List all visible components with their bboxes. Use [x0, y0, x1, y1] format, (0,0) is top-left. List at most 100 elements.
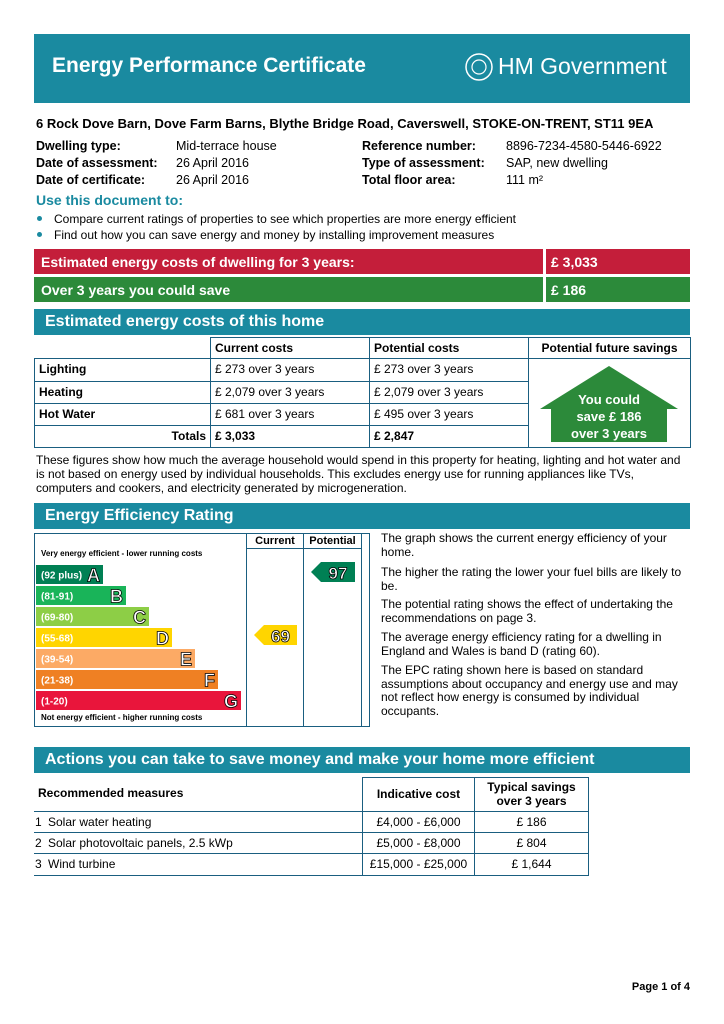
- band-range: (81-91): [41, 592, 73, 603]
- top-label: Very energy efficient - lower running co…: [41, 549, 203, 558]
- bottom-label: Not energy efficient - higher running co…: [41, 713, 203, 722]
- band-letter: A: [87, 566, 100, 586]
- band-range: (21-38): [41, 676, 73, 687]
- detail-value: Mid-terrace house: [176, 139, 277, 153]
- detail-value: 26 April 2016: [176, 156, 249, 170]
- rating-text: The EPC rating shown here is based on st…: [381, 663, 678, 718]
- cost-label: Estimated energy costs of dwelling for 3…: [41, 254, 355, 270]
- table-cell: £5,000 - £8,000: [362, 832, 475, 854]
- table-cell: £ 273 over 3 years: [369, 358, 529, 382]
- cost-value: £ 3,033: [551, 254, 598, 270]
- measure: Solar water heating: [48, 815, 152, 829]
- savings-arrow: You could save £ 186 over 3 years: [540, 366, 678, 442]
- rating-value: 69: [271, 627, 290, 646]
- detail-value: SAP, new dwelling: [506, 156, 608, 170]
- band-range: (69-80): [41, 613, 73, 624]
- table-cell: Typical savings over 3 years: [474, 777, 589, 812]
- row-number: 3: [35, 857, 42, 871]
- table-cell: £4,000 - £6,000: [362, 811, 475, 833]
- detail-label: Date of certificate:: [36, 173, 146, 187]
- cost-value: £ 186: [551, 282, 587, 298]
- logo: HM Government: [498, 53, 667, 79]
- rating-arrow: [254, 625, 297, 645]
- note: These figures show how much the average …: [36, 453, 681, 495]
- band-letter: G: [224, 692, 238, 712]
- detail-label: Reference number:: [362, 139, 476, 153]
- section-header: Energy Efficiency Rating: [34, 503, 690, 529]
- table-cell: £ 2,079 over 3 years: [369, 381, 529, 404]
- band: [36, 628, 172, 647]
- crest: [465, 53, 493, 81]
- bullet-dot: [37, 232, 42, 237]
- column-line: [303, 533, 304, 727]
- table-cell: Potential costs: [369, 337, 529, 359]
- table-cell: £ 1,644: [474, 853, 589, 876]
- detail-label: Type of assessment:: [362, 156, 485, 170]
- table-cell: Potential future savings: [528, 337, 691, 359]
- arrow-shape: [540, 366, 678, 442]
- address: 6 Rock Dove Barn, Dove Farm Barns, Blyth…: [36, 116, 654, 131]
- measure: Wind turbine: [48, 857, 116, 871]
- band-letter: E: [180, 650, 192, 670]
- column-line: [246, 533, 247, 727]
- band-range: (55-68): [41, 634, 73, 645]
- rating-value: 97: [329, 564, 348, 583]
- savings-text: You could: [578, 392, 640, 407]
- detail-label: Total floor area:: [362, 173, 456, 187]
- column-header: Current: [255, 535, 295, 547]
- table-cell: £ 495 over 3 years: [369, 403, 529, 426]
- rating-text: The average energy efficiency rating for…: [381, 630, 662, 658]
- rating-graphic: (92 plus) A (81-91) B (69-80) C (55-68) D (39-54…: [36, 562, 355, 712]
- band: [36, 565, 103, 584]
- cost-bar: [34, 277, 690, 302]
- footer: Page 1 of 4: [631, 981, 690, 993]
- cost-divider: [543, 277, 546, 302]
- rating-text: The potential rating shows the effect of…: [381, 597, 673, 625]
- band: [36, 607, 149, 626]
- band-range: (39-54): [41, 655, 73, 666]
- table-cell: £ 2,847: [369, 425, 529, 448]
- detail-value: 8896-7234-4580-5446-6922: [506, 139, 662, 153]
- band: [36, 649, 195, 668]
- band-letter: C: [133, 608, 146, 628]
- column-header: Potential: [309, 535, 356, 547]
- band-range: (1-20): [41, 697, 68, 708]
- header-line: [246, 548, 361, 549]
- row-number: 2: [35, 836, 42, 850]
- rating-text: The higher the rating the lower your fue…: [381, 565, 682, 593]
- chart-box: [34, 533, 370, 727]
- section-header: Actions you can take to save money and m…: [34, 747, 690, 773]
- table-cell: £ 804: [474, 832, 589, 854]
- table-cell: Indicative cost: [362, 777, 475, 812]
- column-line: [361, 533, 362, 727]
- row-number: 1: [35, 815, 42, 829]
- cost-label: Over 3 years you could save: [41, 282, 231, 298]
- cost-bar: [34, 249, 690, 274]
- use-heading: Use this document to:: [36, 192, 184, 208]
- band: [36, 691, 241, 710]
- table-cell: £ 186: [474, 811, 589, 833]
- bullet-text: Find out how you can save energy and mon…: [54, 228, 495, 242]
- savings-text: save £ 186: [576, 409, 641, 424]
- header-bar: [34, 34, 690, 103]
- table-cell: [528, 358, 691, 448]
- savings-text: over 3 years: [571, 426, 647, 441]
- measure: Solar photovoltaic panels, 2.5 kWp: [48, 836, 233, 850]
- rating-text: The graph shows the current energy effic…: [381, 531, 667, 559]
- band: [36, 586, 126, 605]
- band-range: (92 plus): [41, 571, 82, 582]
- section-header: Estimated energy costs of this home: [34, 309, 690, 335]
- band: [36, 670, 218, 689]
- bullet-dot: [37, 216, 42, 221]
- band-letter: D: [156, 629, 169, 649]
- title: Energy Performance Certificate: [52, 54, 366, 77]
- detail-label: Date of assessment:: [36, 156, 158, 170]
- table-cell: Recommended measures: [34, 777, 363, 812]
- detail-value: 26 April 2016: [176, 173, 249, 187]
- detail-value: 111 m²: [506, 173, 544, 187]
- bullet-text: Compare current ratings of properties to…: [54, 212, 517, 226]
- table-cell: £15,000 - £25,000: [362, 853, 475, 876]
- rating-arrow: [311, 562, 355, 582]
- band-letter: B: [110, 587, 123, 607]
